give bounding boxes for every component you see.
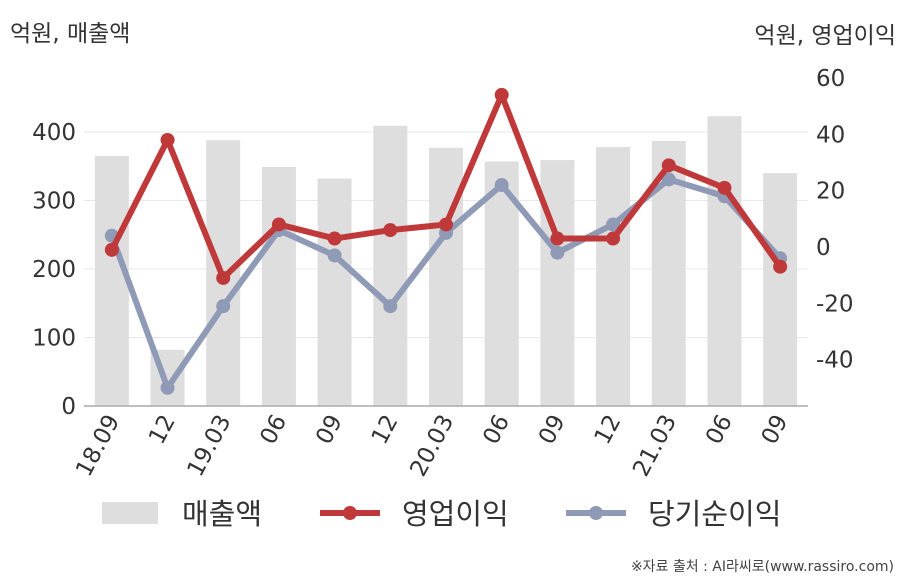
revenue-bar [540,160,575,406]
revenue-bar [763,173,798,406]
operating-profit-point [661,158,676,173]
left-tick-label: 100 [32,326,76,352]
x-tick-label: 18.09 [71,411,125,481]
right-tick-label: 40 [816,122,845,148]
left-axis-title: 억원, 매출액 [10,21,131,47]
legend-swatch-revenue [102,502,158,524]
source-note: ※자료 출처 : AI라씨로(www.rassiro.com) [630,559,894,575]
right-tick-label: 20 [816,179,845,205]
revenue-bar [317,178,352,406]
revenue-bar [596,147,631,406]
right-axis-title: 억원, 영업이익 [754,23,896,49]
legend-label-revenue: 매출액 [182,497,262,531]
net-profit-point [606,217,621,232]
x-tick-label: 12 [590,411,627,449]
operating-profit-point [383,223,398,238]
operating-profit-point [327,231,342,246]
operating-profit-point [216,270,231,285]
operating-profit-point [160,132,175,147]
net-profit-point [383,299,398,314]
x-tick-label: 06 [478,411,515,449]
x-tick-label: 21.03 [628,411,682,481]
net-profit-point [327,248,342,263]
right-tick-label: 0 [816,235,831,261]
operating-profit-point [717,180,732,195]
revenue-bar [429,147,463,406]
legend-label-operating-profit: 영업이익 [402,497,509,531]
revenue-bar [373,125,408,407]
x-tick-label: 06 [701,411,738,449]
operating-profit-point [439,217,453,232]
x-tick-label: 12 [144,411,181,449]
x-tick-label: 06 [256,411,293,449]
net-profit-point [216,299,231,314]
revenue-bar [261,166,296,406]
right-tick-label: -40 [816,348,854,374]
x-tick-label: 20.03 [405,411,459,481]
operating-profit-point [271,217,286,232]
net-profit-point [494,178,509,193]
x-tick-label: 12 [367,411,404,449]
legend-marker-operating-profit [343,506,357,520]
net-profit-point [160,380,175,395]
operating-profit-point [550,231,565,246]
net-profit-point [661,172,676,187]
operating-profit-point [104,242,119,257]
legend-marker-net-profit [589,506,603,520]
revenue-bar [707,116,742,407]
x-tick-label: 09 [757,411,794,449]
left-tick-label: 300 [32,189,76,215]
net-profit-point [550,245,565,260]
left-tick-label: 200 [32,257,76,283]
x-tick-label: 09 [534,411,571,449]
operating-profit-point [606,231,621,246]
operating-profit-point [494,87,509,102]
x-tick-label: 19.03 [183,411,237,481]
left-tick-label: 400 [32,120,76,146]
revenue-bar [94,155,129,406]
x-tick-label: 09 [311,411,348,449]
operating-profit-point [773,259,788,274]
right-tick-label: -20 [816,291,854,317]
right-tick-label: 60 [816,66,845,92]
left-tick-label: 0 [61,394,76,420]
legend-label-net-profit: 당기순이익 [648,497,781,531]
